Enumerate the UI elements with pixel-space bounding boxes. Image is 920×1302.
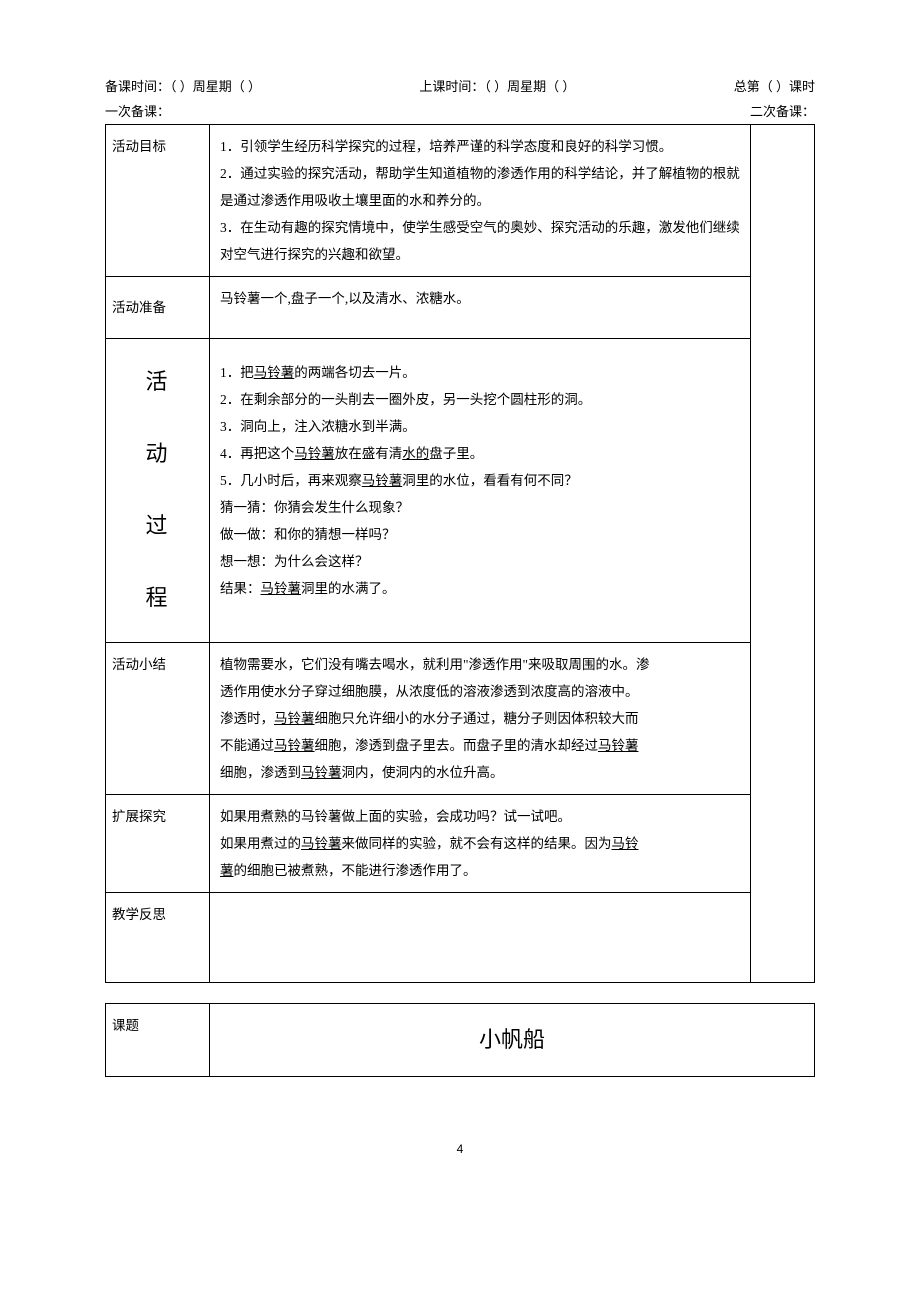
think-line: 想一想：为什么会这样？ (220, 548, 740, 575)
summary-line: 不能通过马铃薯细胞，渗透到盘子里去。而盘子里的清水却经过马铃薯 (220, 732, 740, 759)
topic-title-cell: 小帆船 (210, 1003, 815, 1076)
page-number: 4 (105, 1139, 815, 1161)
result-line: 结果：马铃薯洞里的水满了。 (220, 575, 740, 602)
goal-line-3: 3．在生动有趣的探究情境中，使学生感受空气的奥妙、探究活动的乐趣，激发他们继续对… (220, 214, 740, 268)
do-line: 做一做：和你的猜想一样吗？ (220, 521, 740, 548)
step-4: 4．再把这个马铃薯放在盛有清水的盘子里。 (220, 440, 740, 467)
sub-header-line: 一次备课： 二次备课： (105, 100, 815, 123)
total-period: 总第（ ）课时 (734, 75, 815, 98)
first-prep-label: 一次备课： (105, 100, 170, 123)
step-3: 3．洞向上，注入浓糖水到半满。 (220, 413, 740, 440)
summary-line: 植物需要水，它们没有嘴去喝水，就利用"渗透作用"来吸取周围的水。渗 (220, 651, 740, 678)
lesson-plan-table: 活动目标 1．引领学生经历科学探究的过程，培养严谨的科学态度和良好的科学习惯。 … (105, 124, 815, 983)
table-row: 课题 小帆船 (106, 1003, 815, 1076)
summary-line: 透作用使水分子穿过细胞膜，从浓度低的溶液渗透到浓度高的溶液中。 (220, 678, 740, 705)
prep-time: 备课时间：（ ）周星期（ ） (105, 75, 261, 98)
process-char-2: 动 (145, 432, 169, 476)
process-char-4: 程 (145, 576, 169, 620)
table-row: 活动准备 马铃薯一个,盘子一个,以及清水、浓糖水。 (106, 276, 815, 338)
step-1: 1．把马铃薯的两端各切去一片。 (220, 359, 740, 386)
process-content: 1．把马铃薯的两端各切去一片。 2．在剩余部分的一头削去一圈外皮，另一头挖个圆柱… (210, 338, 751, 642)
header-line: 备课时间：（ ）周星期（ ） 上课时间：（ ）周星期（ ） 总第（ ）课时 (105, 75, 815, 98)
extend-line: 如果用煮过的马铃薯来做同样的实验，就不会有这样的结果。因为马铃 (220, 830, 740, 857)
table-row: 活 动 过 程 1．把马铃薯的两端各切去一片。 2．在剩余部分的一头削去一圈外皮… (106, 338, 815, 642)
table-row: 扩展探究 如果用煮熟的马铃薯做上面的实验，会成功吗？试一试吧。 如果用煮过的马铃… (106, 794, 815, 892)
goal-line-2: 2．通过实验的探究活动，帮助学生知道植物的渗透作用的科学结论，并了解植物的根就是… (220, 160, 740, 214)
summary-line: 细胞，渗透到马铃薯洞内，使洞内的水位升高。 (220, 759, 740, 786)
prep-label: 活动准备 (106, 276, 210, 338)
class-time: 上课时间：（ ）周星期（ ） (419, 75, 575, 98)
table-row: 教学反思 (106, 892, 815, 982)
guess-line: 猜一猜：你猜会发生什么现象？ (220, 494, 740, 521)
extend-line: 薯的细胞已被煮熟，不能进行渗透作用了。 (220, 857, 740, 884)
table-row: 活动小结 植物需要水，它们没有嘴去喝水，就利用"渗透作用"来吸取周围的水。渗 透… (106, 642, 815, 794)
topic-title: 小帆船 (479, 1027, 545, 1052)
extend-line: 如果用煮熟的马铃薯做上面的实验，会成功吗？试一试吧。 (220, 803, 740, 830)
summary-content: 植物需要水，它们没有嘴去喝水，就利用"渗透作用"来吸取周围的水。渗 透作用使水分… (210, 642, 751, 794)
process-char-1: 活 (145, 360, 169, 404)
reflection-label: 教学反思 (106, 892, 210, 982)
step-2: 2．在剩余部分的一头削去一圈外皮，另一头挖个圆柱形的洞。 (220, 386, 740, 413)
next-lesson-table: 课题 小帆船 (105, 1003, 815, 1077)
process-label: 活 动 过 程 (106, 338, 210, 642)
summary-label: 活动小结 (106, 642, 210, 794)
reflection-content (210, 892, 751, 982)
right-margin (751, 124, 815, 982)
table-row: 活动目标 1．引领学生经历科学探究的过程，培养严谨的科学态度和良好的科学习惯。 … (106, 124, 815, 276)
process-label-stack: 活 动 过 程 (106, 360, 209, 620)
summary-line: 渗透时，马铃薯细胞只允许细小的水分子通过，糖分子则因体积较大而 (220, 705, 740, 732)
topic-label: 课题 (106, 1003, 210, 1076)
goals-label: 活动目标 (106, 124, 210, 276)
second-prep-label: 二次备课： (750, 100, 815, 123)
goals-content: 1．引领学生经历科学探究的过程，培养严谨的科学态度和良好的科学习惯。 2．通过实… (210, 124, 751, 276)
step-5: 5．几小时后，再来观察马铃薯洞里的水位，看看有何不同？ (220, 467, 740, 494)
goal-line-1: 1．引领学生经历科学探究的过程，培养严谨的科学态度和良好的科学习惯。 (220, 133, 740, 160)
process-char-3: 过 (145, 504, 169, 548)
prep-content: 马铃薯一个,盘子一个,以及清水、浓糖水。 (210, 276, 751, 338)
extend-content: 如果用煮熟的马铃薯做上面的实验，会成功吗？试一试吧。 如果用煮过的马铃薯来做同样… (210, 794, 751, 892)
extend-label: 扩展探究 (106, 794, 210, 892)
